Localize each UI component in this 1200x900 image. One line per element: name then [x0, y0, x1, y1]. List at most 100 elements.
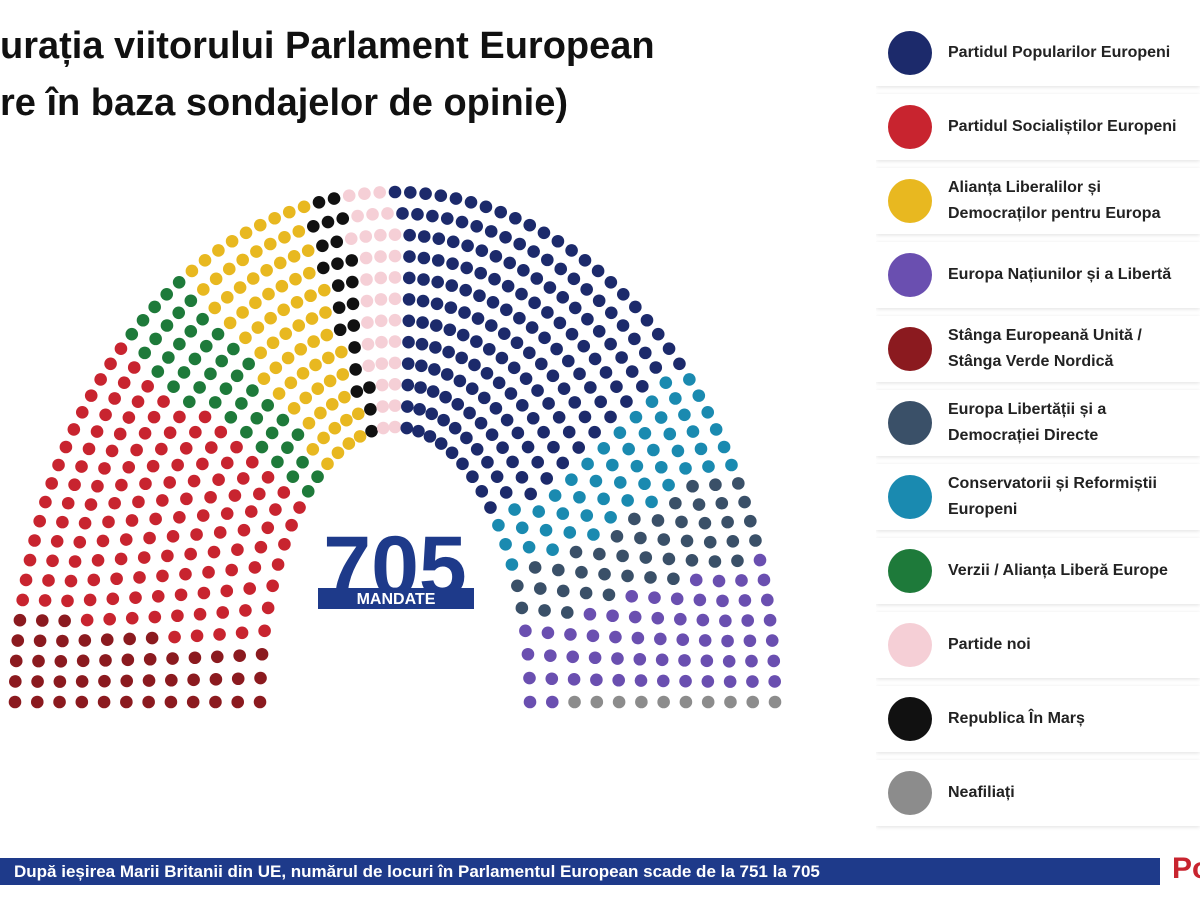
seat: [248, 561, 262, 574]
seat: [504, 387, 518, 400]
seat: [482, 342, 496, 356]
seat: [110, 572, 123, 586]
seat: [174, 588, 188, 602]
seat: [125, 514, 139, 527]
seat: [455, 351, 468, 365]
seat: [156, 569, 169, 583]
seat: [765, 634, 779, 647]
seat: [336, 212, 350, 225]
seat: [97, 695, 111, 709]
legend-swatch: [888, 623, 932, 667]
seat: [445, 446, 459, 460]
seat: [171, 609, 184, 623]
seat: [172, 306, 186, 320]
seat: [509, 211, 522, 225]
seat: [647, 443, 660, 457]
party-seats: [388, 185, 686, 514]
seat: [694, 442, 708, 456]
seat: [610, 380, 623, 393]
seat: [113, 427, 127, 441]
seat: [557, 382, 571, 395]
seat: [403, 250, 416, 263]
seat: [373, 186, 386, 199]
seat: [362, 359, 375, 373]
seat: [440, 212, 454, 225]
seat: [575, 565, 588, 579]
seat: [323, 374, 337, 388]
seat: [330, 235, 344, 249]
seat: [374, 271, 388, 285]
seat: [541, 306, 554, 319]
seat: [105, 444, 119, 458]
seat: [266, 336, 280, 350]
seat: [726, 535, 740, 548]
seat: [302, 266, 316, 280]
seat: [551, 234, 565, 248]
seat: [434, 189, 448, 203]
seat: [193, 381, 206, 394]
seat: [523, 695, 537, 709]
seat: [271, 558, 285, 571]
legend-label: Alianța Liberalilor și Democraților pent…: [948, 179, 1161, 222]
seat: [717, 440, 731, 454]
seat: [625, 589, 639, 603]
seat: [616, 287, 630, 301]
seat: [168, 630, 181, 644]
legend-label: Europa Libertății și a Democrației Direc…: [948, 401, 1107, 444]
seat: [249, 296, 262, 310]
legend-label: Republica În Marș: [948, 710, 1085, 727]
seat: [261, 471, 275, 484]
seat: [115, 478, 128, 492]
seat: [701, 405, 715, 419]
seat: [496, 441, 509, 454]
seat: [268, 211, 281, 225]
seat: [537, 425, 550, 439]
seat: [228, 489, 242, 502]
seat: [401, 357, 415, 370]
seat: [122, 411, 136, 424]
seat: [75, 675, 89, 688]
seat: [588, 352, 602, 366]
seat: [96, 534, 110, 548]
seat: [314, 406, 327, 420]
seat: [151, 589, 165, 603]
seat: [556, 291, 570, 304]
seat: [638, 426, 652, 440]
seat: [365, 424, 378, 438]
seat: [222, 262, 236, 276]
seat: [542, 397, 555, 410]
seat: [196, 457, 209, 471]
seat: [460, 431, 473, 445]
seat: [484, 501, 497, 514]
seat: [327, 192, 341, 205]
seat: [513, 311, 526, 325]
seat: [149, 332, 162, 346]
seat: [709, 423, 723, 436]
seat: [239, 331, 252, 345]
seat: [204, 490, 217, 504]
legend-item: Alianța Liberalilor și Democraților pent…: [876, 168, 1200, 234]
seat: [738, 495, 751, 509]
seat: [198, 410, 212, 424]
seat: [662, 478, 675, 492]
seat: [320, 328, 334, 342]
legend-label: Partidul Socialiștilor Europeni: [948, 118, 1177, 135]
seat: [415, 337, 429, 351]
seat: [207, 545, 221, 559]
legend-label: Stânga Europeană Unită / Stânga Verde No…: [948, 327, 1142, 370]
seat: [473, 289, 486, 303]
seat: [538, 331, 551, 345]
seat: [190, 629, 204, 643]
seat: [500, 303, 513, 317]
seat: [53, 675, 67, 688]
logo: Po: [1172, 852, 1200, 885]
seat: [388, 292, 402, 306]
seat: [449, 192, 463, 205]
seat: [363, 381, 376, 394]
seat: [414, 381, 427, 394]
seat: [689, 573, 703, 587]
seat: [547, 440, 560, 454]
legend-label: Conservatorii și Reformiștii Europeni: [948, 475, 1157, 518]
seat: [598, 567, 611, 581]
seat: [254, 671, 267, 685]
